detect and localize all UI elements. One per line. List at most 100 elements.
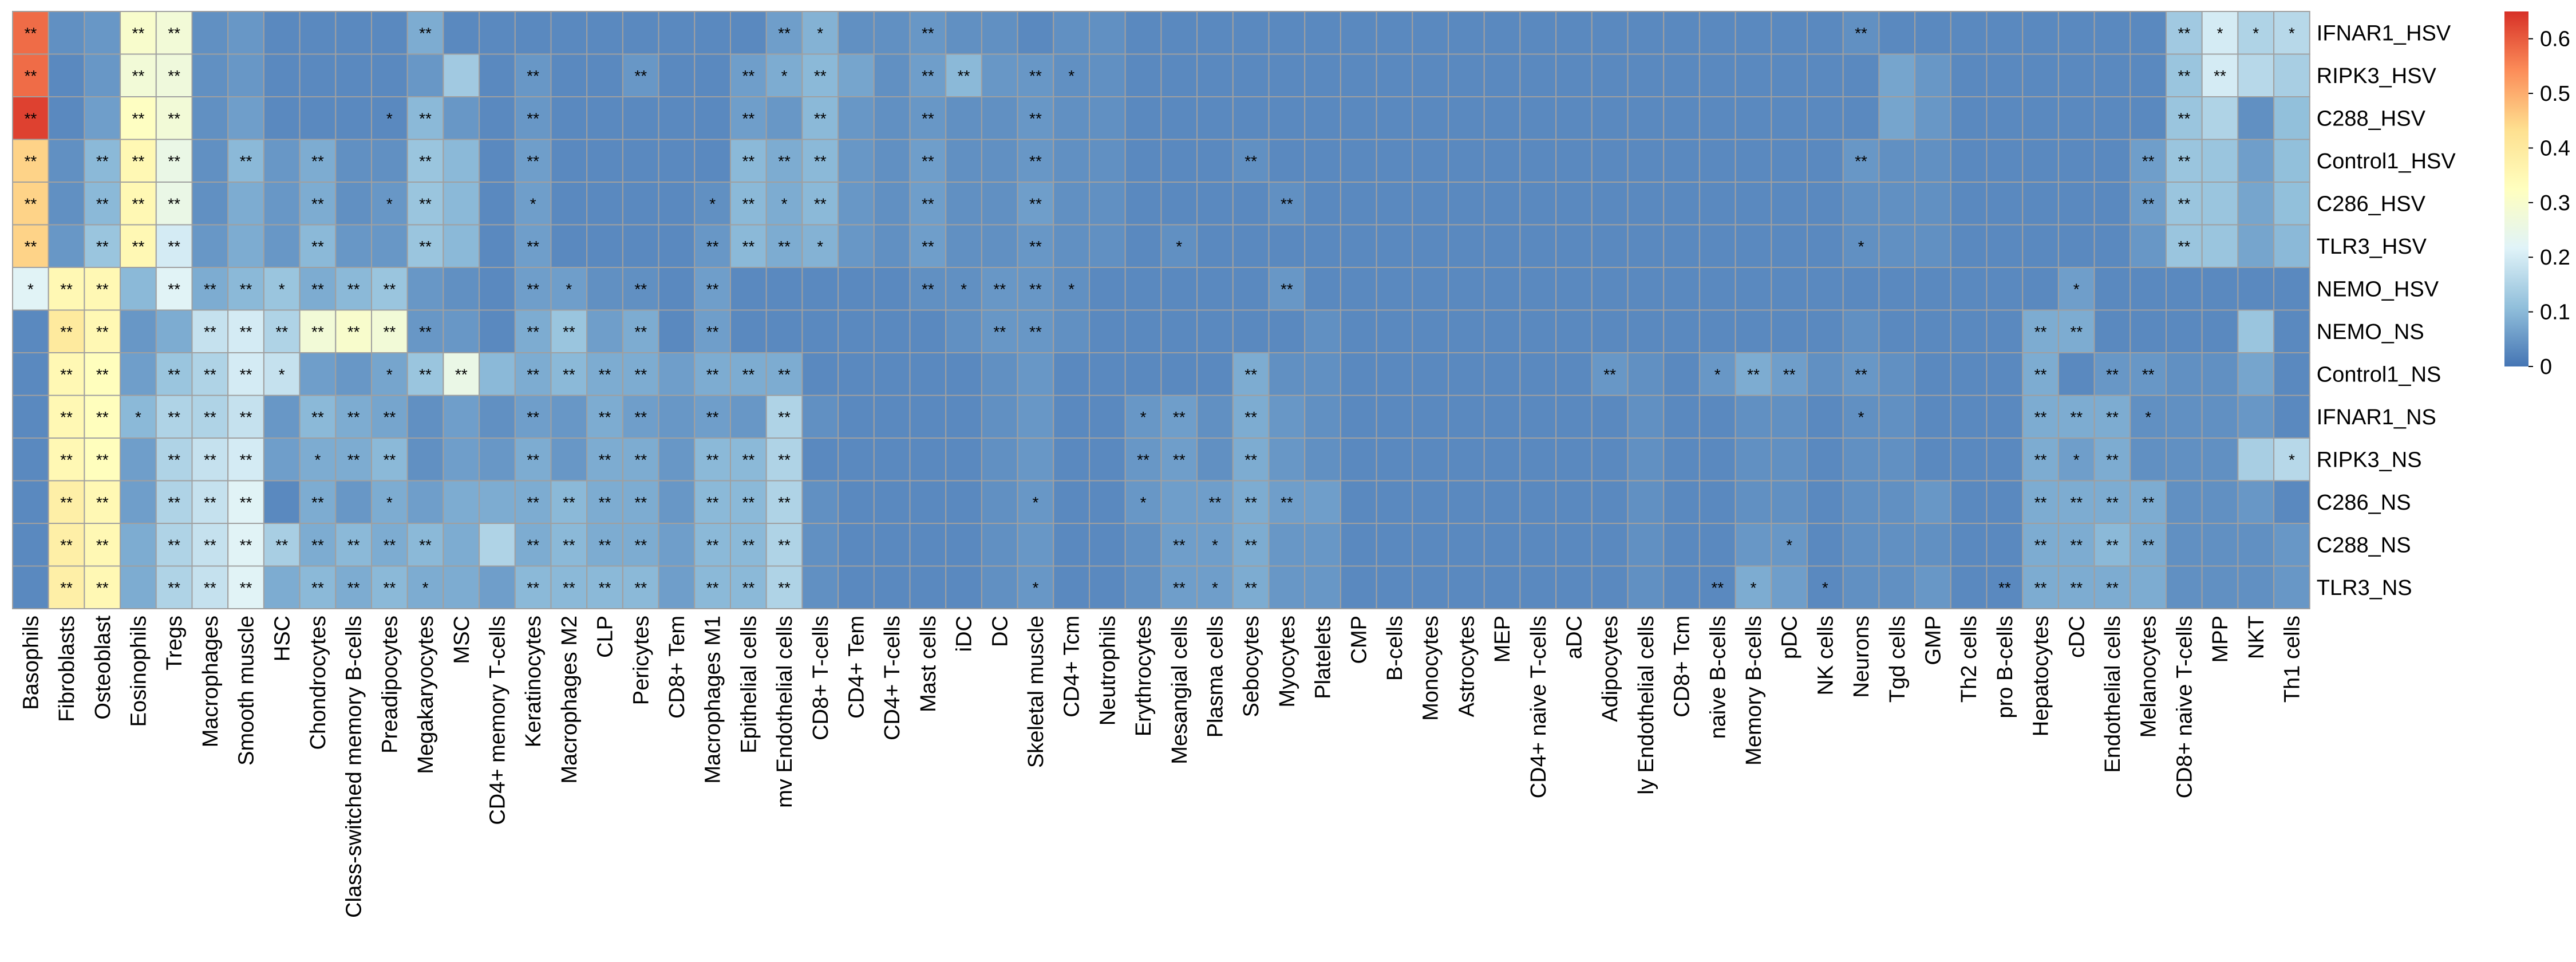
heatmap-cell (1304, 395, 1341, 439)
significance-mark: ** (347, 408, 360, 426)
heatmap-cell (84, 309, 121, 353)
heatmap-cell (155, 523, 193, 567)
heatmap-cell (406, 480, 444, 524)
significance-mark: ** (706, 408, 719, 426)
column-label: pDC (1778, 616, 1802, 659)
heatmap-cell (1986, 523, 2024, 567)
heatmap-cell (2057, 565, 2095, 609)
heatmap-cell (1089, 96, 1126, 140)
significance-mark: * (279, 280, 285, 298)
significance-mark: ** (2070, 494, 2083, 511)
significance-mark: * (709, 195, 716, 212)
heatmap-cell (1555, 523, 1593, 567)
heatmap-cell (1196, 96, 1234, 140)
significance-mark: ** (778, 494, 791, 511)
heatmap-cell (1089, 395, 1126, 439)
heatmap-cell (622, 523, 659, 567)
heatmap-cell (2273, 352, 2310, 396)
heatmap-cell (1735, 139, 1772, 183)
heatmap-cell (1412, 523, 1449, 567)
heatmap-cell (48, 96, 85, 140)
heatmap-cell (2201, 139, 2239, 183)
heatmap-cell (227, 565, 264, 609)
significance-mark: ** (1209, 494, 1222, 511)
heatmap-cell (694, 139, 732, 183)
heatmap-cell (1698, 395, 1736, 439)
heatmap-cell (1950, 139, 1988, 183)
heatmap-cell (945, 480, 982, 524)
heatmap-cell (191, 395, 229, 439)
heatmap-cell (2273, 437, 2310, 482)
heatmap-cell (1304, 182, 1341, 226)
heatmap-cell (1483, 565, 1521, 609)
heatmap-cell (1555, 139, 1593, 183)
significance-mark: ** (706, 238, 719, 255)
heatmap-cell (1483, 480, 1521, 524)
heatmap-cell (1878, 96, 1916, 140)
heatmap-cell (837, 309, 875, 353)
heatmap-cell (1591, 480, 1629, 524)
heatmap-cell (1089, 11, 1126, 55)
heatmap-cell (1986, 224, 2024, 268)
heatmap-cell (1160, 523, 1198, 567)
heatmap-cell (873, 480, 911, 524)
heatmap-cell (1842, 53, 1880, 97)
significance-mark: ** (2034, 408, 2047, 426)
heatmap-cell (120, 267, 157, 311)
heatmap-cell (1878, 182, 1916, 226)
heatmap-cell (2129, 267, 2167, 311)
heatmap-cell (1412, 139, 1449, 183)
heatmap-cell (1627, 53, 1665, 97)
heatmap-cell (730, 565, 767, 609)
heatmap-cell (1950, 267, 1988, 311)
significance-mark: ** (2142, 365, 2155, 383)
column-label: CD4+ T-cells (880, 616, 904, 740)
heatmap-cell (335, 11, 372, 55)
heatmap-cell (1842, 309, 1880, 353)
heatmap-cell (2201, 11, 2239, 55)
heatmap-cell (1555, 395, 1593, 439)
heatmap-cell (371, 53, 408, 97)
heatmap-cell (622, 224, 659, 268)
heatmap-cell (1950, 352, 1988, 396)
significance-mark: ** (1029, 109, 1042, 127)
heatmap-cell (2166, 309, 2203, 353)
heatmap-cell (1053, 480, 1091, 524)
heatmap-cell (1232, 309, 1270, 353)
significance-mark: ** (1244, 365, 1257, 383)
heatmap-cell (2201, 267, 2239, 311)
heatmap-cell (945, 395, 982, 439)
heatmap-cell (1591, 224, 1629, 268)
significance-mark: ** (2034, 536, 2047, 554)
heatmap-cell (442, 437, 480, 482)
heatmap-cell (84, 11, 121, 55)
significance-mark: * (386, 195, 393, 212)
heatmap-cell (1698, 53, 1736, 97)
significance-mark: ** (383, 280, 396, 298)
column-label: ly Endothelial cells (1634, 616, 1658, 795)
heatmap-cell (1914, 139, 1951, 183)
heatmap-cell (622, 139, 659, 183)
heatmap-cell (1483, 11, 1521, 55)
heatmap-cell (2129, 352, 2167, 396)
heatmap-cell (1232, 267, 1270, 311)
significance-mark: ** (1281, 195, 1293, 212)
heatmap-cell (1735, 437, 1772, 482)
heatmap-cell (550, 309, 588, 353)
heatmap-cell (2201, 309, 2239, 353)
significance-mark: ** (922, 24, 934, 42)
heatmap-cell (1412, 480, 1449, 524)
heatmap-cell (1878, 139, 1916, 183)
heatmap-cell (1807, 480, 1844, 524)
heatmap-cell (1232, 139, 1270, 183)
heatmap-cell (2201, 480, 2239, 524)
significance-mark: ** (634, 494, 647, 511)
significance-mark: ** (168, 24, 180, 42)
heatmap-cell (1807, 352, 1844, 396)
significance-mark: * (1212, 579, 1218, 597)
heatmap-cell (1807, 53, 1844, 97)
heatmap-cell (1376, 267, 1413, 311)
significance-mark: ** (706, 494, 719, 511)
heatmap-cell (1663, 182, 1700, 226)
heatmap-cell (1232, 565, 1270, 609)
